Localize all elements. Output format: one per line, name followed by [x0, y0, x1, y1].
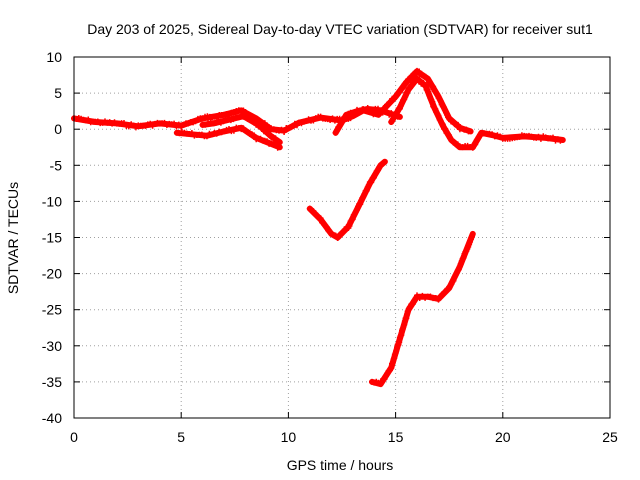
- data-point-sat-track-5: [435, 112, 442, 119]
- data-point-sat-track-1: [406, 76, 413, 83]
- data-point-sat-track-5: [396, 105, 403, 112]
- data-point-sat-track-1: [455, 121, 462, 128]
- data-point-sat-track-5: [432, 106, 439, 112]
- data-point-sat-track-5: [425, 89, 432, 96]
- y-axis-label: SDTVAR / TECUs: [5, 182, 21, 294]
- x-axis-label: GPS time / hours: [287, 457, 394, 473]
- data-point-sat-track-1: [439, 103, 446, 110]
- chart-title: Day 203 of 2025, Sidereal Day-to-day VTE…: [87, 21, 593, 37]
- data-point-sat-track-7: [389, 359, 396, 366]
- data-point-sat-track-5: [402, 93, 409, 100]
- data-point-sat-track-3: [259, 125, 266, 131]
- data-point-sat-track-5: [414, 74, 420, 81]
- data-point-sat-track-1: [400, 83, 407, 90]
- data-point-sat-track-7: [457, 260, 464, 267]
- y-tick-label: -5: [50, 157, 63, 173]
- data-point-sat-track-7: [455, 266, 462, 273]
- x-tick-label: 0: [70, 429, 78, 445]
- x-tick-label: 25: [602, 429, 618, 445]
- y-tick-label: -25: [42, 302, 62, 318]
- y-tick-label: 10: [46, 49, 62, 65]
- data-point-sat-track-4: [341, 115, 348, 122]
- data-point-sat-track-1: [445, 114, 452, 121]
- data-point-sat-track-7: [437, 294, 444, 301]
- x-tick-label: 10: [281, 429, 297, 445]
- data-point-sat-track-1: [441, 106, 448, 113]
- data-point-sat-track-3: [274, 139, 281, 146]
- data-point-sat-track-2: [230, 127, 237, 134]
- x-tick-label: 5: [177, 429, 185, 445]
- data-point-sat-track-5: [389, 117, 396, 124]
- data-point-sat-track-2: [251, 132, 258, 139]
- data-point-sat-track-1: [416, 68, 423, 75]
- data-point-sat-track-5: [424, 86, 431, 93]
- data-point-sat-track-5: [472, 141, 479, 148]
- data-point-sat-track-6: [346, 222, 353, 229]
- data-point-sat-track-6: [370, 174, 377, 181]
- y-tick-label: -40: [42, 410, 62, 426]
- y-tick-label: -15: [42, 230, 62, 246]
- data-point-sat-track-3: [251, 118, 258, 124]
- data-point-sat-track-5: [429, 98, 436, 105]
- data-point-sat-track-1: [437, 97, 444, 104]
- data-point-sat-track-7: [459, 255, 466, 262]
- x-tick-label: 15: [388, 429, 404, 445]
- data-point-sat-track-2: [274, 144, 281, 151]
- data-point-sat-track-1: [387, 98, 394, 105]
- series-layer: [71, 67, 566, 388]
- data-point-sat-track-6: [359, 194, 366, 201]
- data-point-sat-track-4: [333, 127, 340, 134]
- y-tick-label: -20: [42, 266, 62, 282]
- data-point-sat-track-6: [360, 193, 367, 200]
- data-point-sat-track-6: [363, 187, 370, 194]
- data-point-sat-track-5: [442, 125, 449, 132]
- data-point-sat-track-5: [404, 88, 411, 95]
- data-point-sat-track-7: [460, 254, 467, 261]
- data-point-sat-track-6: [349, 216, 356, 223]
- data-point-sat-track-5: [436, 116, 443, 123]
- y-tick-label: 5: [54, 85, 62, 101]
- data-point-sat-track-6: [358, 197, 365, 204]
- data-point-sat-track-5: [471, 142, 477, 149]
- data-point-sat-track-7: [409, 301, 416, 307]
- data-point-sat-track-5: [406, 85, 413, 92]
- data-point-sat-track-6: [354, 206, 360, 213]
- data-point-sat-track-5: [445, 132, 452, 139]
- data-point-sat-track-6: [379, 161, 386, 167]
- data-point-sat-track-1: [281, 129, 288, 135]
- data-point-sat-track-5: [422, 82, 429, 89]
- data-point-sat-track-5: [439, 121, 446, 128]
- data-point-sat-track-7: [454, 267, 461, 274]
- data-point-sat-track-6: [323, 224, 330, 231]
- data-point-sat-track-6: [357, 201, 364, 208]
- data-point-sat-track-6: [334, 235, 341, 241]
- data-point-sat-track-7: [450, 277, 457, 284]
- y-tick-label: -35: [42, 374, 62, 390]
- data-point-sat-track-6: [368, 179, 375, 186]
- data-point-sat-track-5: [398, 102, 404, 109]
- data-point-sat-track-1: [434, 91, 441, 98]
- data-point-sat-track-3: [272, 135, 279, 142]
- y-tick-label: -10: [42, 193, 62, 209]
- data-point-sat-track-1: [424, 75, 431, 82]
- data-point-sat-track-1: [394, 92, 401, 99]
- data-point-sat-track-1: [465, 128, 472, 135]
- y-tick-label: -30: [42, 338, 62, 354]
- data-point-sat-track-7: [468, 233, 475, 240]
- data-point-sat-track-4: [339, 118, 346, 125]
- tick-layer: 0 5 10 15 20 25 10 5 0 -5 -10 -15 -20 -25 -30 -35 -40: [42, 49, 618, 445]
- data-point-sat-track-5: [557, 137, 564, 144]
- x-tick-label: 20: [495, 429, 511, 445]
- data-point-sat-track-5: [403, 89, 410, 96]
- y-tick-label: 0: [54, 121, 62, 137]
- data-point-sat-track-1: [430, 83, 437, 90]
- data-point-sat-track-6: [317, 215, 324, 222]
